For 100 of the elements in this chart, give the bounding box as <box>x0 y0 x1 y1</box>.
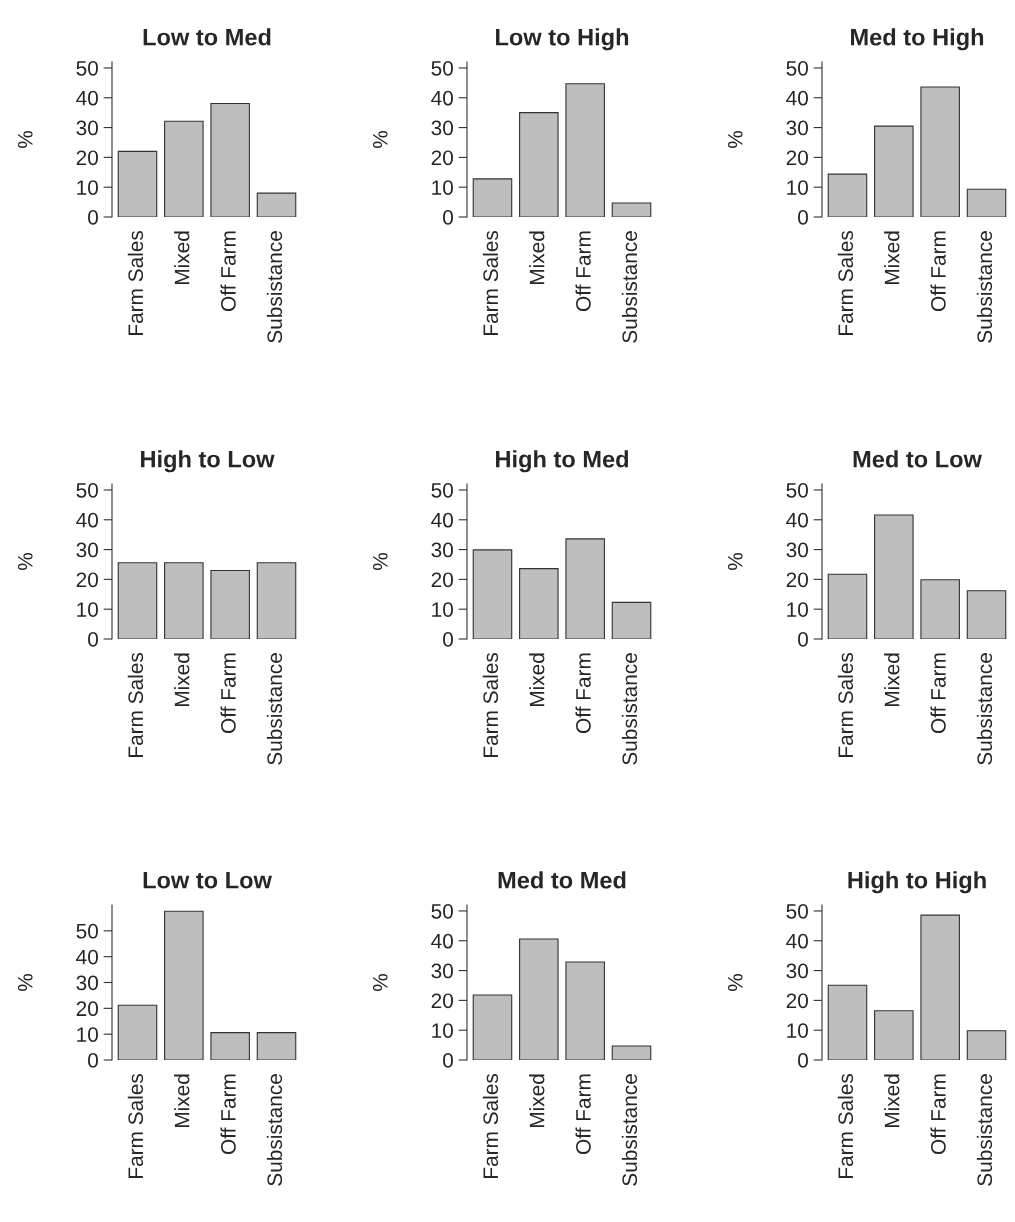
y-axis-title: % <box>727 130 743 149</box>
y-tick-label: 0 <box>88 632 98 647</box>
y-tick-label: 50 <box>76 60 98 76</box>
y-tick-label: 10 <box>77 602 98 617</box>
y-axis-title: % <box>17 973 33 992</box>
y-tick-label: 30 <box>76 975 98 991</box>
bar <box>966 188 1007 217</box>
y-tick-label: 20 <box>786 150 808 166</box>
x-tick-label: Subsistance <box>621 1074 638 1186</box>
y-tick-label: 50 <box>76 923 98 939</box>
bar <box>611 202 652 217</box>
x-tick-label: Off Farm <box>575 653 591 734</box>
bar <box>611 601 652 639</box>
bar <box>210 1032 250 1060</box>
y-tick-label: 0 <box>443 632 453 647</box>
x-tick-label: Farm Sales <box>837 652 854 757</box>
x-tick-label: Mixed <box>884 1074 900 1128</box>
y-tick-label: 40 <box>431 90 453 106</box>
x-tick-label: Subsistance <box>621 653 638 765</box>
x-tick-label: Mixed <box>174 653 190 707</box>
y-tick-label: 20 <box>431 150 453 166</box>
y-tick-label: 50 <box>431 903 453 919</box>
x-tick-label: Off Farm <box>575 231 591 312</box>
y-tick-label: 0 <box>88 210 98 225</box>
y-tick-label: 20 <box>76 150 98 166</box>
bar <box>827 173 868 217</box>
y-tick-label: 0 <box>798 632 808 647</box>
bar <box>164 120 204 217</box>
y-axis-title: % <box>727 552 743 571</box>
chart-title: Med to Med <box>498 871 626 889</box>
bar <box>256 1032 297 1060</box>
y-tick-label: 40 <box>76 949 98 965</box>
x-tick-label: Mixed <box>884 231 900 285</box>
x-tick-label: Farm Sales <box>127 1073 144 1178</box>
y-tick-label: 0 <box>798 210 808 225</box>
y-tick-label: 30 <box>431 120 453 136</box>
y-tick-label: 30 <box>76 542 98 558</box>
bar <box>472 178 513 217</box>
y-tick-label: 40 <box>76 90 98 106</box>
bar <box>920 914 960 1060</box>
x-tick-label: Mixed <box>884 653 900 707</box>
x-tick-label: Mixed <box>529 1074 545 1128</box>
x-tick-label: Mixed <box>174 231 190 285</box>
y-tick-label: 0 <box>798 1053 808 1068</box>
x-tick-label: Farm Sales <box>482 230 499 335</box>
y-tick-label: 40 <box>786 933 808 949</box>
y-tick-label: 50 <box>76 482 98 498</box>
y-tick-label: 30 <box>431 963 453 979</box>
x-tick-label: Farm Sales <box>482 652 499 757</box>
x-tick-label: Mixed <box>174 1074 190 1128</box>
bar <box>874 125 914 217</box>
x-tick-label: Off Farm <box>575 1074 591 1155</box>
y-tick-label: 0 <box>88 1053 98 1068</box>
bar <box>117 1004 158 1060</box>
x-tick-label: Farm Sales <box>837 230 854 335</box>
y-tick-label: 20 <box>786 993 808 1009</box>
y-tick-label: 30 <box>431 542 453 558</box>
y-tick-label: 10 <box>432 180 453 195</box>
y-tick-label: 20 <box>76 1001 98 1017</box>
y-tick-label: 50 <box>431 482 453 498</box>
bar <box>920 86 960 217</box>
bar <box>920 579 960 639</box>
bar <box>827 984 868 1060</box>
x-tick-label: Subsistance <box>621 231 638 343</box>
chart-title: High to High <box>848 871 986 894</box>
x-tick-label: Farm Sales <box>482 1073 499 1178</box>
bar <box>519 568 559 639</box>
y-tick-label: 10 <box>787 180 808 195</box>
y-tick-label: 20 <box>786 572 808 588</box>
y-tick-label: 0 <box>443 1053 453 1068</box>
y-axis-title: % <box>727 973 743 992</box>
bar <box>519 938 559 1060</box>
y-tick-label: 20 <box>431 993 453 1009</box>
y-axis-title: % <box>372 130 388 149</box>
chart-title: Low to Low <box>143 872 272 889</box>
chart-title: Low to Med <box>143 28 271 46</box>
bar <box>117 150 158 217</box>
y-tick-label: 30 <box>786 542 808 558</box>
x-tick-label: Subsistance <box>266 1074 283 1186</box>
y-tick-label: 30 <box>786 120 808 136</box>
x-tick-label: Subsistance <box>266 653 283 765</box>
y-tick-label: 10 <box>77 1027 98 1042</box>
bar <box>210 102 250 217</box>
x-tick-label: Mixed <box>529 231 545 285</box>
x-tick-label: Subsistance <box>976 231 993 343</box>
bar <box>472 994 513 1060</box>
x-tick-label: Farm Sales <box>837 1073 854 1178</box>
y-tick-label: 40 <box>431 933 453 949</box>
chart-title: Med to High <box>851 28 984 51</box>
bar <box>966 1030 1007 1060</box>
y-axis-title: % <box>372 552 388 571</box>
x-tick-label: Off Farm <box>930 1074 946 1155</box>
bar <box>256 192 297 217</box>
bar <box>472 549 513 639</box>
bar <box>611 1045 652 1060</box>
x-tick-label: Off Farm <box>220 1074 236 1155</box>
y-tick-label: 30 <box>76 120 98 136</box>
chart-title: Med to Low <box>853 450 982 468</box>
bar <box>966 590 1007 639</box>
bar <box>827 573 868 639</box>
